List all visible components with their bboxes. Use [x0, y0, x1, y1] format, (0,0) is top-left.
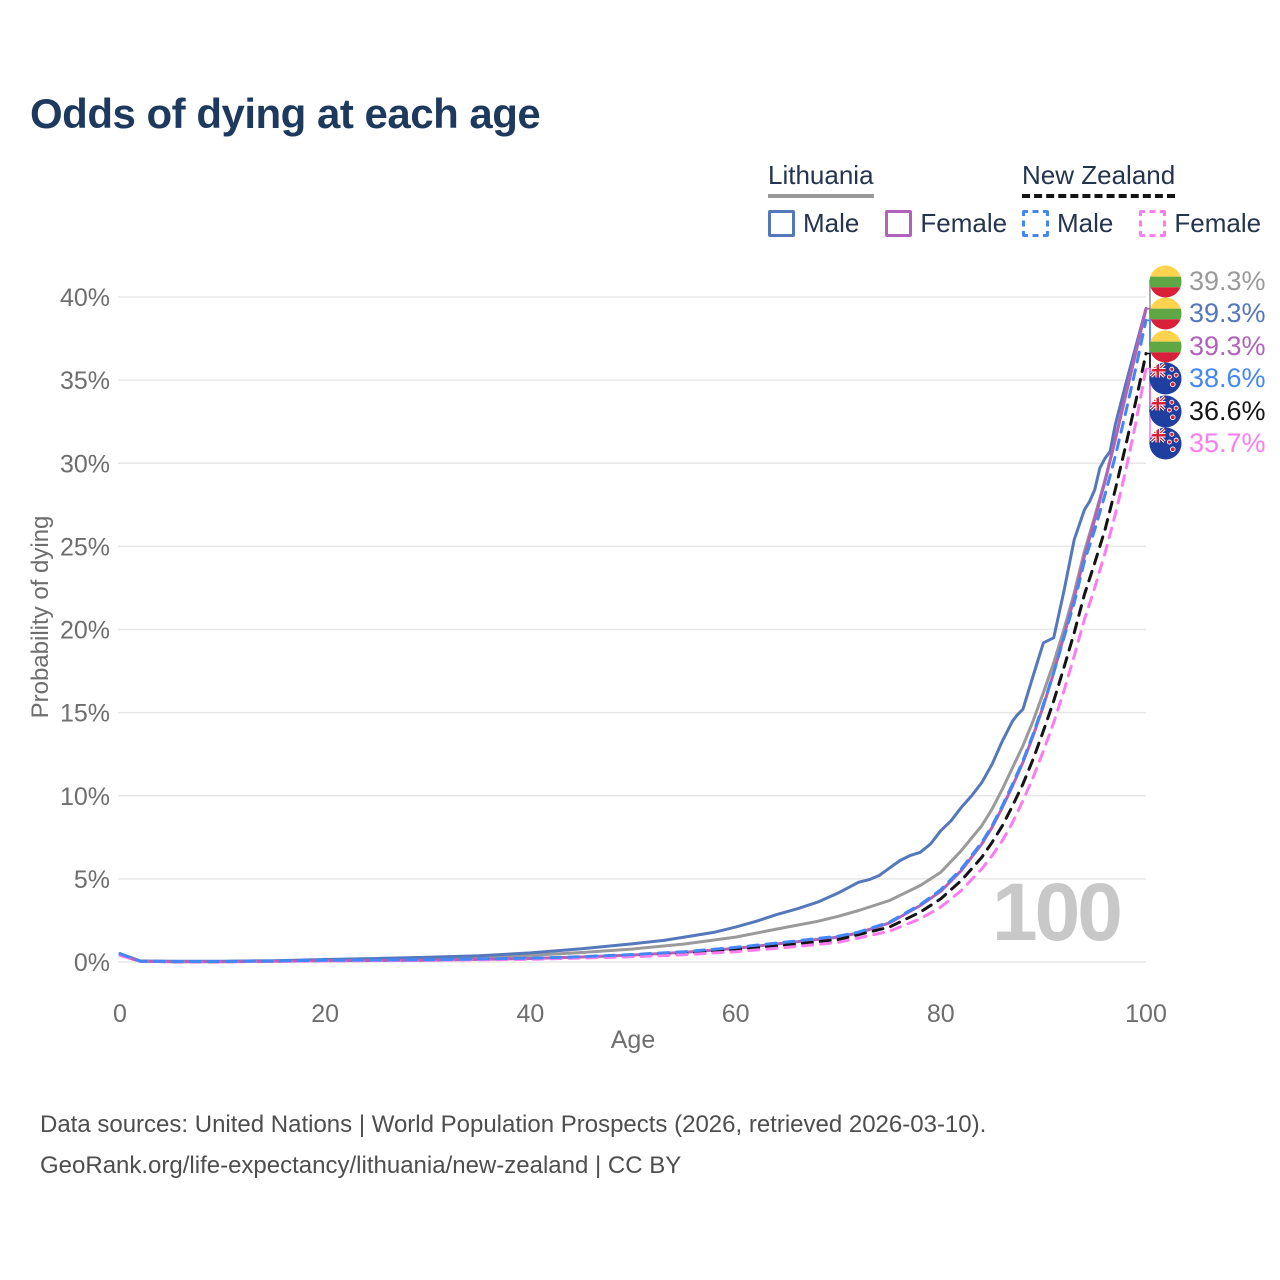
series-line-new-zealand-male[interactable] — [118, 318, 1148, 963]
lithuania-flag-icon — [1149, 264, 1182, 298]
y-axis-title: Probability of dying — [27, 516, 54, 719]
page-title: Odds of dying at each age — [30, 90, 541, 137]
x-tick-label-80: 80 — [927, 1000, 955, 1028]
x-tick-label-40: 40 — [516, 1000, 544, 1028]
x-tick-label-20: 20 — [311, 1000, 339, 1028]
end-label-new-zealand-both-sexes: 36.6% — [1149, 394, 1266, 428]
end-label-value: 39.3% — [1189, 298, 1266, 328]
end-label-lithuania-both-sexes: 39.3% — [1149, 264, 1266, 298]
legend-label-new-zealand-male[interactable]: Male — [1057, 208, 1114, 238]
legend-swatch-lithuania-female[interactable] — [885, 210, 913, 237]
x-axis-title: Age — [611, 1026, 655, 1054]
legend-group-lithuania: Lithuania Male Female — [768, 160, 1033, 239]
legend-group-new-zealand: New Zealand Male Female — [1022, 160, 1280, 239]
end-label-lithuania-female: 39.3% — [1149, 329, 1266, 363]
end-label-new-zealand-male: 38.6% — [1149, 362, 1266, 396]
series-line-lithuania-both-sexes[interactable] — [118, 307, 1148, 963]
legend-swatch-new-zealand-female[interactable] — [1139, 210, 1167, 237]
y-tick-label-30: 30% — [60, 450, 110, 478]
end-label-value: 39.3% — [1189, 330, 1266, 361]
end-label-value: 36.6% — [1189, 395, 1266, 426]
end-label-value: 35.7% — [1189, 428, 1266, 458]
end-label-value: 38.6% — [1189, 363, 1266, 393]
x-tick-label-100: 100 — [1125, 1000, 1167, 1028]
new-zealand-flag-icon — [1149, 427, 1182, 460]
legend-label-lithuania-female[interactable]: Female — [920, 208, 1008, 238]
x-tick-label-60: 60 — [722, 1000, 750, 1028]
y-tick-label-15: 15% — [60, 700, 110, 728]
legend-items: Male Female — [1022, 208, 1280, 239]
end-label-lithuania-male: 39.3% — [1149, 297, 1266, 331]
y-tick-label-0: 0% — [74, 949, 110, 977]
hover-age-watermark: 100 — [992, 867, 1123, 958]
chart-footer: Data sources: United Nations | World Pop… — [40, 1104, 986, 1186]
attribution-text: GeoRank.org/life-expectancy/lithuania/ne… — [40, 1152, 682, 1179]
y-tick-label-10: 10% — [60, 783, 110, 811]
y-tick-label-25: 25% — [60, 533, 110, 561]
data-source-text: Data sources: United Nations | World Pop… — [40, 1111, 987, 1138]
legend-label-lithuania-male[interactable]: Male — [803, 208, 860, 238]
lithuania-flag-icon — [1149, 297, 1182, 330]
legend-swatch-new-zealand-male[interactable] — [1022, 210, 1049, 237]
legend-items: Male Female — [768, 208, 1033, 239]
series-line-lithuania-female[interactable] — [118, 307, 1148, 964]
lithuania-flag-icon — [1149, 329, 1182, 363]
legend-country-label-lithuania: Lithuania — [768, 160, 874, 198]
end-label-value: 39.3% — [1189, 265, 1266, 296]
y-tick-label-5: 5% — [74, 866, 110, 894]
series-line-lithuania-male[interactable] — [118, 307, 1148, 963]
legend-label-new-zealand-female[interactable]: Female — [1174, 208, 1262, 238]
end-label-new-zealand-female: 35.7% — [1149, 427, 1266, 461]
legend-swatch-lithuania-male[interactable] — [768, 210, 795, 237]
new-zealand-flag-icon — [1149, 394, 1182, 428]
y-tick-label-20: 20% — [60, 617, 110, 645]
new-zealand-flag-icon — [1149, 362, 1182, 395]
y-tick-label-35: 35% — [60, 367, 110, 395]
legend-country-label-new-zealand: New Zealand — [1022, 160, 1176, 198]
y-tick-label-40: 40% — [60, 284, 110, 312]
x-tick-label-0: 0 — [113, 1000, 127, 1028]
